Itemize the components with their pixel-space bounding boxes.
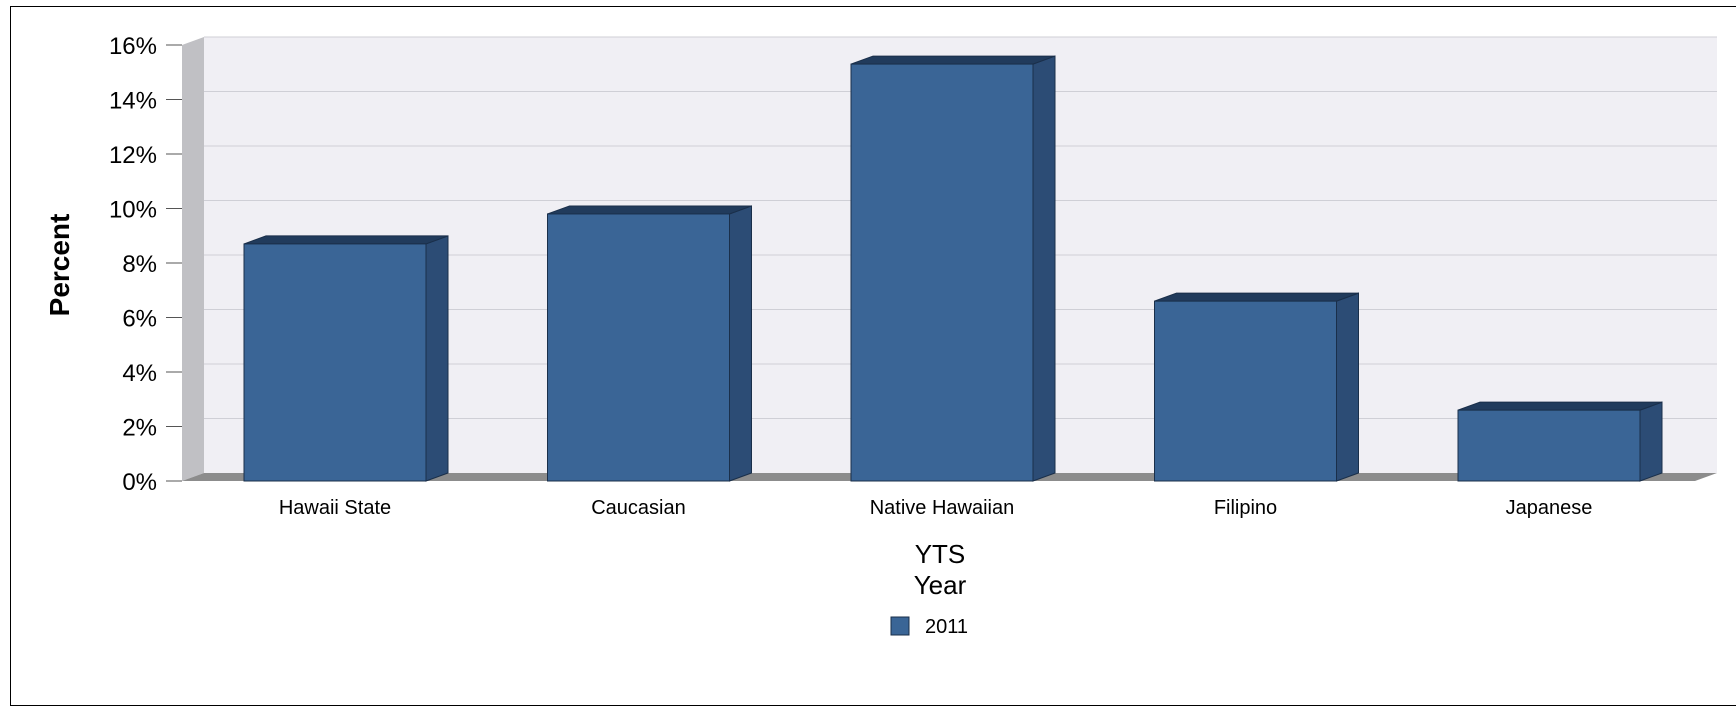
legend: 2011 (890, 616, 968, 638)
x-category-label: Japanese (1506, 497, 1593, 519)
bar-side (729, 205, 752, 482)
bar-side (1336, 292, 1359, 482)
x-axis-categories: Hawaii State Caucasian Native Hawaiian Fili… (279, 497, 1593, 519)
x-category-label: Native Hawaiian (870, 497, 1015, 519)
y-tick-label: 0% (122, 469, 157, 496)
side-wall (182, 37, 204, 481)
bar-filipino (1154, 292, 1359, 482)
x-category-label: Filipino (1214, 497, 1277, 519)
y-axis-ticks: 0% 2% 4% 6% 8% 10% 12% 14% 16% (109, 33, 182, 496)
bar-front (1457, 409, 1641, 482)
bar-native-hawaiian (850, 55, 1056, 482)
x-category-label: Caucasian (591, 497, 686, 519)
bar-caucasian (547, 205, 752, 482)
bar-front (243, 243, 427, 482)
bar-top (1154, 292, 1359, 302)
bar-top (850, 55, 1056, 65)
x-axis-title-line1: YTS (915, 539, 966, 569)
bar-front (1154, 300, 1337, 482)
bar-top (1457, 401, 1663, 411)
y-tick-label: 14% (109, 88, 157, 115)
y-axis-label: Percent (44, 214, 75, 317)
y-tick-label: 8% (122, 251, 157, 278)
bar-japanese (1457, 401, 1663, 482)
bar-top (547, 205, 752, 215)
y-tick-label: 16% (109, 33, 157, 60)
bar-front (850, 63, 1034, 482)
y-tick-label: 2% (122, 415, 157, 442)
bar-side (1639, 401, 1663, 482)
y-tick-label: 4% (122, 360, 157, 387)
bar-top (243, 235, 449, 245)
bar-side (425, 235, 449, 482)
y-tick-label: 12% (109, 142, 157, 169)
bar-hawaii-state (243, 235, 449, 482)
x-category-label: Hawaii State (279, 497, 391, 519)
legend-label: 2011 (925, 616, 968, 638)
bar-front (547, 213, 730, 482)
x-axis-title-line2: Year (914, 570, 967, 600)
bar-side (1032, 55, 1056, 482)
bar-chart: 0% 2% 4% 6% 8% 10% 12% 14% 16% Hawaii State Cauca… (44, 33, 1717, 638)
y-tick-label: 6% (122, 306, 157, 333)
y-tick-label: 10% (109, 197, 157, 224)
bars (243, 55, 1663, 482)
legend-swatch (890, 616, 910, 636)
